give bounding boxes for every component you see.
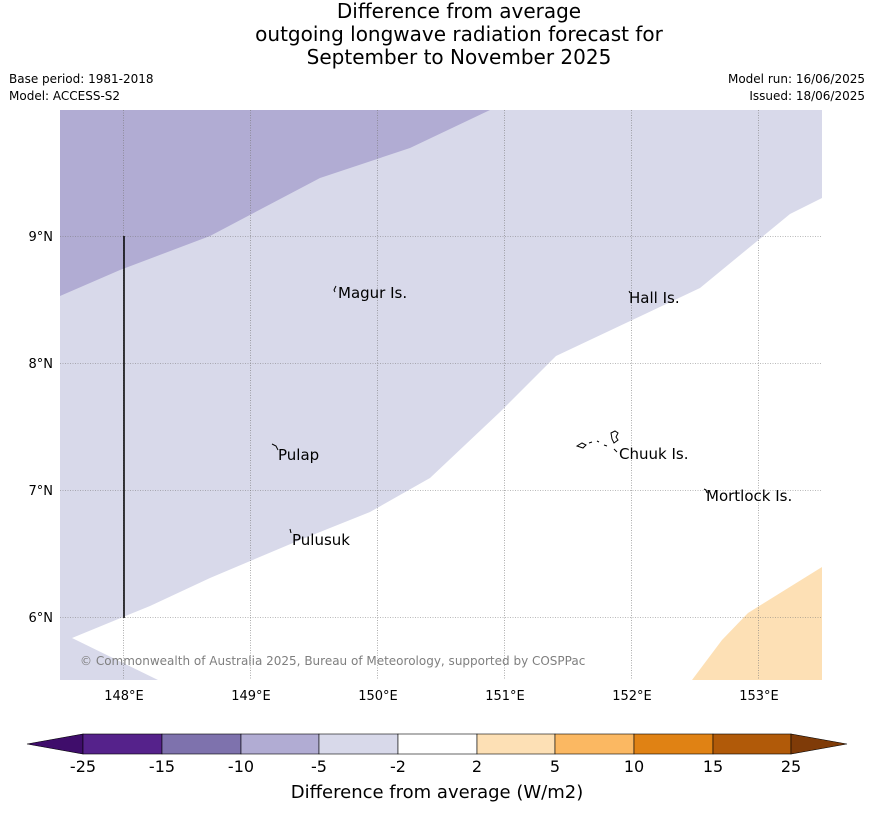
colorbar-segment-3: [240, 733, 320, 755]
title-line-1: Difference from average: [336, 0, 582, 23]
colorbar-segment-2: [161, 733, 242, 755]
lon-tick-152e: 152°E: [612, 689, 652, 704]
colorbar-label-10: 25: [781, 757, 801, 776]
lat-tick-6n: 6°N: [29, 611, 54, 626]
lon-tick-151e: 151°E: [485, 689, 525, 704]
chuuk-lagoon-shape: [575, 430, 619, 453]
place-label-pulap: Pulap: [278, 446, 319, 464]
meta-left: Base period: 1981-2018 Model: ACCESS-S2: [9, 71, 154, 105]
place-label-magur: Magur Is.: [338, 284, 407, 302]
place-label-mortlock: Mortlock Is.: [706, 487, 792, 505]
colorbar-segment-4: [318, 733, 399, 755]
colorbar-title: Difference from average (W/m2): [291, 782, 583, 803]
colorbar-segment-8: [633, 733, 714, 755]
colorbar-segment-5: [397, 733, 478, 755]
base-period: Base period: 1981-2018: [9, 72, 154, 86]
colorbar-label-1: -25: [70, 757, 96, 776]
lat-tick-7n: 7°N: [29, 484, 54, 499]
colorbar-label-3: -10: [228, 757, 254, 776]
anomaly-region-medium-purple: [60, 110, 490, 296]
lon-tick-149e: 149°E: [231, 689, 271, 704]
lon-tick-153e: 153°E: [739, 689, 779, 704]
colorbar-label-5: -2: [390, 757, 406, 776]
colorbar-extend-high: [790, 733, 848, 755]
colorbar-segment-6: [476, 733, 556, 755]
issued-date: Issued: 18/06/2025: [749, 89, 865, 103]
anomaly-region-light-orange: [692, 567, 822, 680]
lon-tick-150e: 150°E: [358, 689, 398, 704]
pulap-island-shape: [271, 443, 279, 451]
map-title: Difference from average outgoing longwav…: [0, 0, 873, 69]
title-line-3: September to November 2025: [306, 45, 612, 69]
colorbar-segment-9: [712, 733, 792, 755]
colorbar-label-2: -15: [149, 757, 175, 776]
colorbar-extend-low: [26, 733, 84, 755]
place-label-pulusuk: Pulusuk: [292, 531, 350, 549]
colorbar-segment-7: [554, 733, 635, 755]
island-shapes: [271, 285, 708, 534]
lon-tick-148e: 148°E: [104, 689, 144, 704]
model-run: Model run: 16/06/2025: [727, 72, 865, 86]
hall-island-shape: [628, 290, 631, 294]
colorbar: [26, 733, 848, 755]
magur-island-shape: [333, 285, 337, 293]
lat-tick-9n: 9°N: [29, 230, 54, 245]
pulusuk-island-shape: [289, 528, 292, 534]
title-line-2: outgoing longwave radiation forecast for: [255, 22, 663, 46]
place-label-chuuk: Chuuk Is.: [619, 445, 688, 463]
colorbar-label-7: 5: [550, 757, 560, 776]
copyright-notice: © Commonwealth of Australia 2025, Bureau…: [80, 654, 585, 668]
model-name: Model: ACCESS-S2: [9, 89, 121, 103]
mortlock-island-shape: [703, 488, 708, 494]
place-label-hall: Hall Is.: [629, 289, 680, 307]
colorbar-label-6: 2: [472, 757, 482, 776]
lat-tick-8n: 8°N: [29, 357, 54, 372]
colorbar-label-8: 10: [624, 757, 644, 776]
colorbar-label-9: 15: [703, 757, 723, 776]
colorbar-segment-1: [82, 733, 163, 755]
colorbar-label-4: -5: [311, 757, 327, 776]
meta-right: Model run: 16/06/2025 Issued: 18/06/2025: [728, 71, 865, 105]
